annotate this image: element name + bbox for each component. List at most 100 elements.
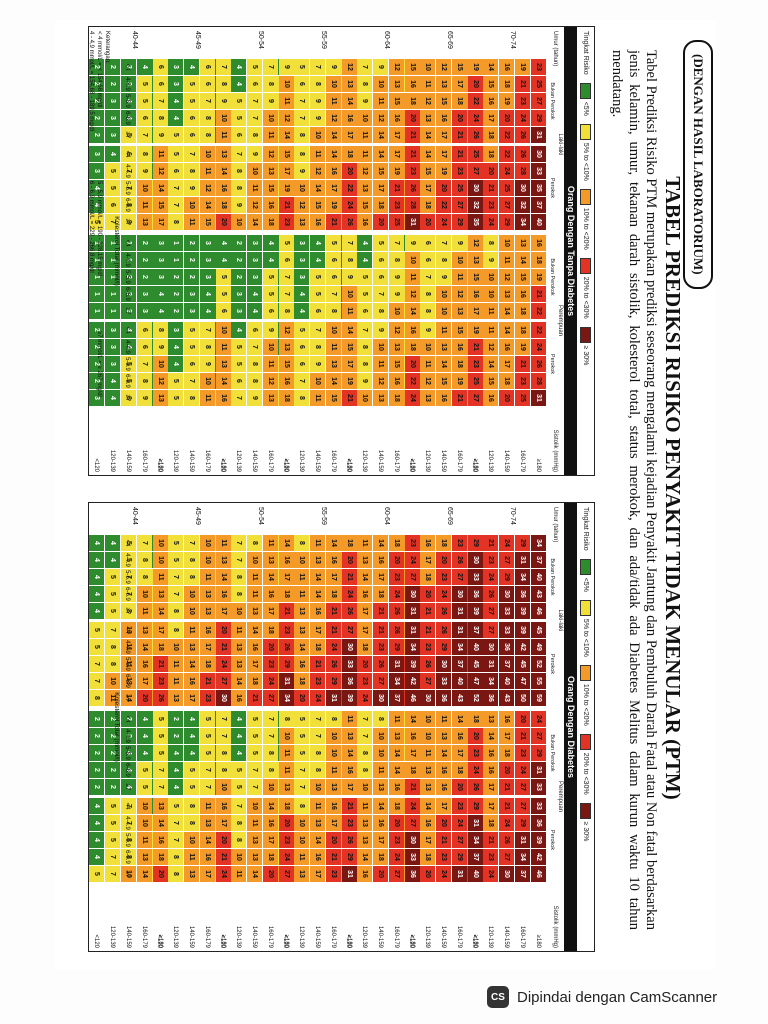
risk-cell: 9	[373, 322, 388, 338]
cholesterol-label: 4-4.9	[124, 340, 130, 354]
risk-cell: 13	[373, 390, 388, 406]
risk-cell: 4	[168, 356, 183, 372]
cholesterol-label: 4-4.9	[124, 253, 130, 267]
risk-cell: 4	[168, 779, 183, 795]
risk-cell: 8	[294, 390, 309, 406]
risk-cell: 21	[279, 603, 294, 619]
risk-cell: 16	[184, 673, 199, 689]
systolic-label: 160-179	[393, 925, 399, 948]
risk-cell: 8	[137, 146, 152, 162]
risk-cell: 42	[405, 673, 420, 689]
risk-cell: 13	[216, 146, 231, 162]
risk-cell: 13	[168, 690, 183, 706]
risk-cell: 29	[342, 849, 357, 865]
risk-cell: 7	[247, 110, 262, 126]
legend-swatch	[580, 82, 591, 99]
risk-cell: 6	[263, 303, 278, 319]
risk-cell: 30	[499, 866, 514, 882]
risk-cell: 21	[483, 832, 498, 848]
systolic-label: 140-159	[314, 925, 320, 948]
systolic-label: 140-159	[188, 449, 194, 472]
risk-cell: 4	[231, 322, 246, 338]
risk-cell: 30	[420, 690, 435, 706]
risk-cell: 21	[436, 832, 451, 848]
cholesterol-label: 4-4.9	[124, 816, 130, 830]
risk-cell: 11	[200, 390, 215, 406]
risk-cell: 16	[468, 286, 483, 302]
risk-cell: 7	[294, 779, 309, 795]
risk-cell: 7	[310, 728, 325, 744]
risk-cell: 19	[452, 373, 467, 389]
risk-cell: 32	[515, 197, 530, 213]
risk-cell: 14	[263, 798, 278, 814]
risk-cell: 14	[342, 322, 357, 338]
risk-cell: 10	[483, 269, 498, 285]
systolic-label: ≥180	[220, 458, 226, 472]
risk-cell: 13	[200, 603, 215, 619]
risk-cell: 17	[342, 127, 357, 143]
risk-cell: 24	[499, 815, 514, 831]
risk-cell: 16	[452, 728, 467, 744]
systolic-label: 120-139	[361, 449, 367, 472]
risk-cell: 6	[326, 269, 341, 285]
risk-cell: 24	[483, 866, 498, 882]
risk-cell: 8	[168, 214, 183, 230]
risk-cell: 23	[531, 59, 546, 75]
risk-cell: 5	[357, 269, 372, 285]
legend-item-label: 20% to <30%	[582, 276, 589, 319]
risk-cell: 20	[420, 586, 435, 602]
risk-cell: 19	[468, 322, 483, 338]
systolic-label: 120-139	[109, 449, 115, 472]
risk-cell: 27	[499, 849, 514, 865]
risk-cell: 7	[231, 798, 246, 814]
risk-cell: 20	[499, 390, 514, 406]
risk-cell: 27	[342, 622, 357, 638]
risk-cell: 14	[483, 728, 498, 744]
risk-cell: 18	[420, 849, 435, 865]
risk-cell: 19	[531, 269, 546, 285]
risk-cell: 10	[200, 535, 215, 551]
risk-cell: 16	[436, 779, 451, 795]
risk-cell: 5	[184, 779, 199, 795]
risk-cell: 8	[168, 866, 183, 882]
risk-cell: 16	[231, 690, 246, 706]
risk-cell: 16	[499, 711, 514, 727]
risk-cell: 8	[310, 745, 325, 761]
systolic-header: Sistolik (mmHg)	[552, 905, 558, 948]
risk-cell: 9	[137, 390, 152, 406]
systolic-label: 140-159	[377, 449, 383, 472]
risk-cell: 8	[263, 745, 278, 761]
risk-cell: 43	[531, 586, 546, 602]
sex-label-female: Perempuan	[557, 780, 563, 813]
risk-cell: 18	[373, 586, 388, 602]
risk-cell: 12	[247, 197, 262, 213]
risk-cell: 18	[515, 303, 530, 319]
risk-cell: 11	[200, 163, 215, 179]
risk-cell: 10	[373, 728, 388, 744]
risk-cell: 29	[499, 569, 514, 585]
risk-cell: 16	[531, 235, 546, 251]
risk-cell: 10	[231, 603, 246, 619]
risk-cell: 10	[294, 552, 309, 568]
risk-cell: 8	[326, 303, 341, 319]
legend-item-label: 5% to <10%	[582, 618, 589, 657]
risk-cell: 42	[531, 849, 546, 865]
risk-cell: 5	[137, 76, 152, 92]
risk-cell: 23	[389, 569, 404, 585]
risk-cell: 16	[389, 779, 404, 795]
risk-cell: 16	[200, 622, 215, 638]
risk-cell: 15	[483, 76, 498, 92]
risk-cell: 4	[200, 286, 215, 302]
risk-cell: 17	[420, 552, 435, 568]
risk-cell: 10	[279, 728, 294, 744]
risk-cell: 37	[452, 656, 467, 672]
cholesterol-label: 4-4.9	[124, 729, 130, 743]
risk-cell: 10	[357, 110, 372, 126]
risk-cell: 7	[294, 110, 309, 126]
risk-cell: 13	[153, 798, 168, 814]
cholesterol-axis-title: Kolesterol Total (mmol/l)	[113, 216, 120, 286]
cholesterol-label: <4	[124, 539, 130, 547]
risk-cell: 7	[247, 762, 262, 778]
risk-cell: 13	[153, 390, 168, 406]
panel-no-diabetes: Tingkat Risiko <5% 5% to <10% 10% to <20% 20…	[88, 26, 595, 476]
